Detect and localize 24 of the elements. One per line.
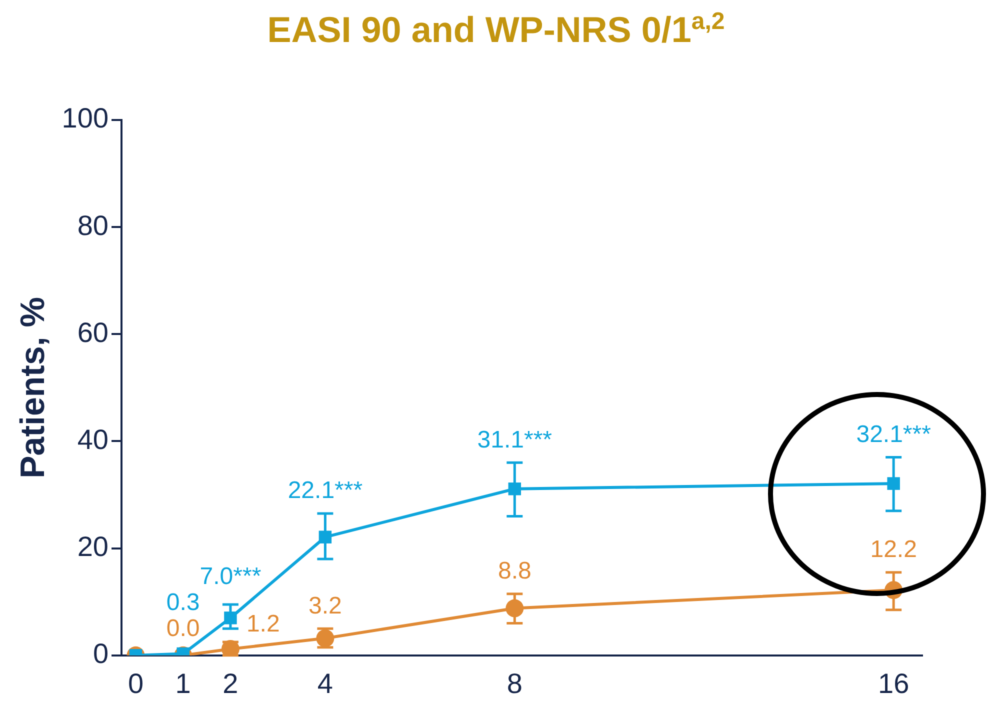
y-tick-label: 100 [62,102,109,134]
data-label: 1.2 [246,610,280,638]
x-tick-label: 8 [506,668,522,699]
data-label: 32.1*** [856,420,931,448]
data-label: 0.0 [166,615,200,642]
data-label: 8.8 [498,557,532,584]
y-tick-label: 60 [77,316,109,348]
y-tick-label: 20 [77,531,109,562]
y-tick-label: 0 [92,638,109,670]
data-label: 7.0*** [200,563,262,590]
data-label: 12.2 [870,536,917,564]
data-label: 3.2 [308,592,342,620]
data-label: 0.3 [166,589,200,616]
x-tick-label: 4 [317,668,333,699]
y-axis-title: Patients, % [14,297,52,478]
x-tick-label: 16 [878,668,910,699]
y-tick-label: 40 [77,424,109,455]
y-tick-label: 80 [77,210,109,241]
data-label: 22.1*** [288,477,363,504]
x-tick-label: 0 [128,668,144,699]
data-label: 31.1*** [477,426,552,454]
x-tick-label: 2 [222,668,238,699]
chart-title: EASI 90 and WP-NRS 0/1$^{a,2}$ [266,8,726,51]
x-tick-label: 1 [175,668,191,699]
